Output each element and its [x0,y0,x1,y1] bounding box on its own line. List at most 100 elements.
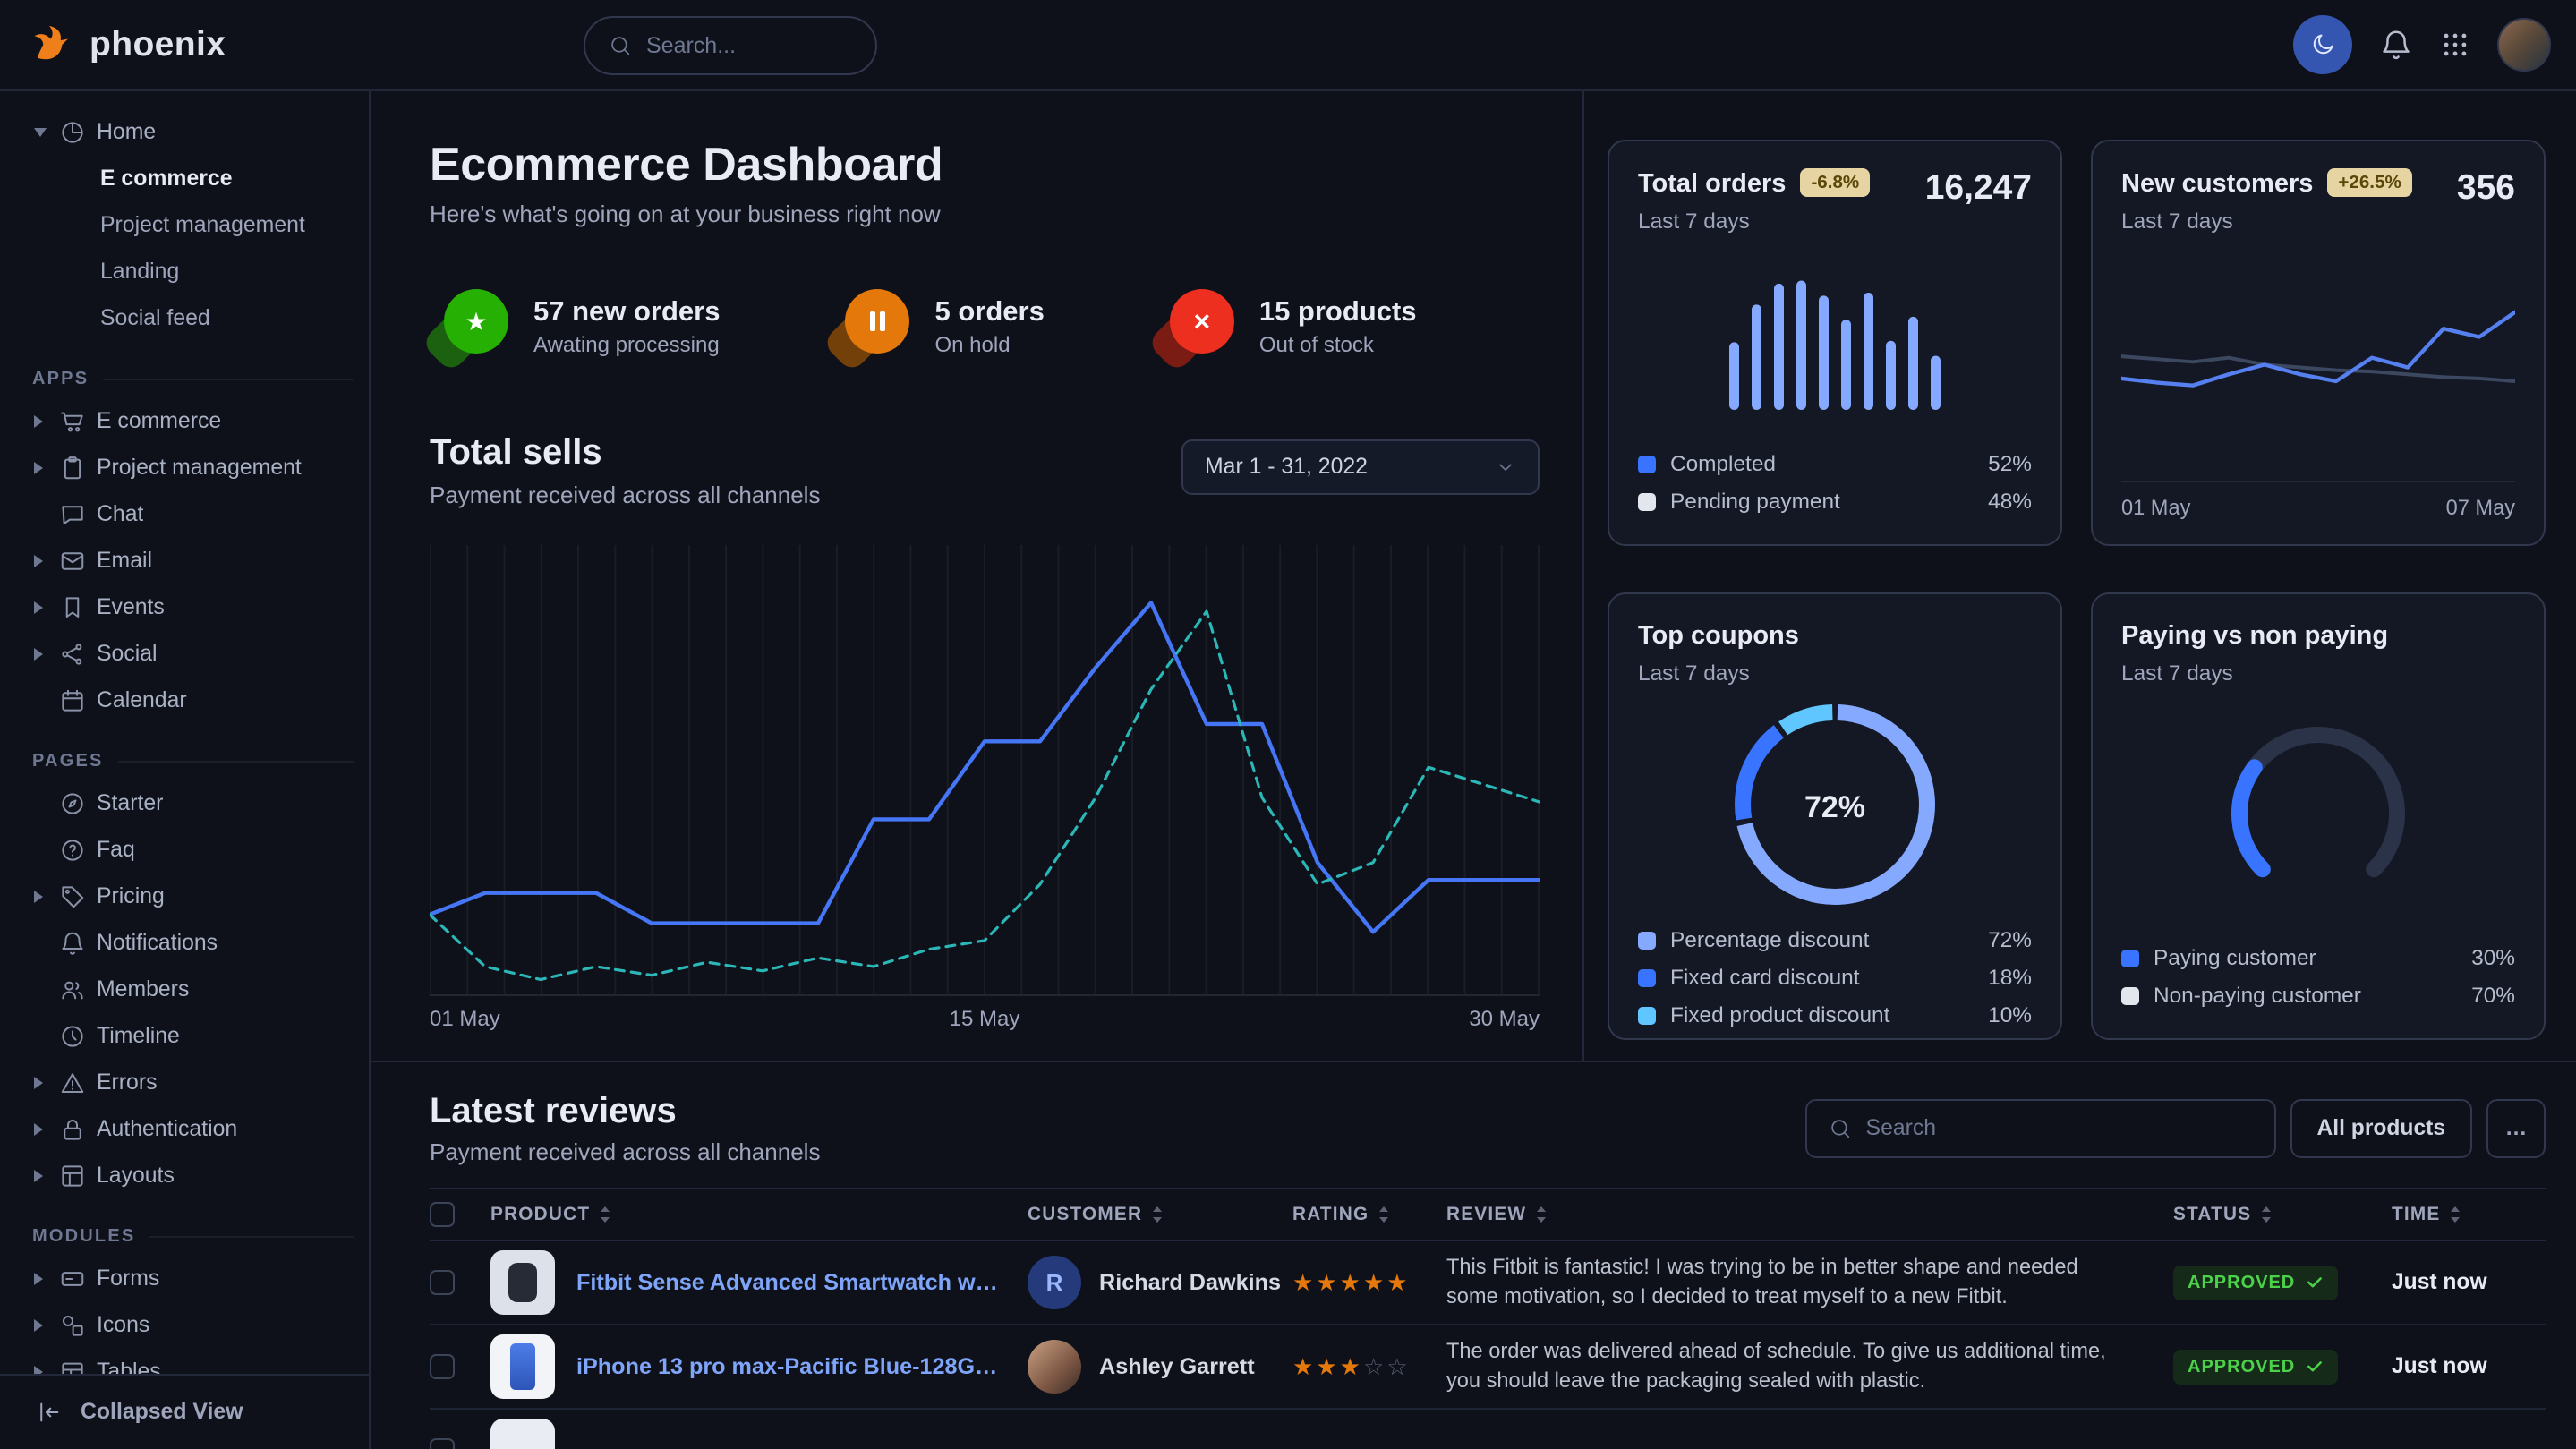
sidebar-item-icons[interactable]: Icons [25,1302,354,1349]
column-header-status[interactable]: STATUS [2173,1204,2392,1225]
collapse-icon [36,1399,63,1426]
caret-right-icon [32,889,48,905]
apps-grid-button[interactable] [2440,30,2470,60]
sidebar-item-home[interactable]: Home [25,109,354,156]
sidebar-item-notifications[interactable]: Notifications [25,920,354,967]
legend-value: 72% [1988,928,2032,953]
brand-logo[interactable]: phoenix [29,21,226,68]
sidebar-item-timeline[interactable]: Timeline [25,1013,354,1060]
sidebar-item-calendar[interactable]: Calendar [25,678,354,724]
kpi-cards: Total orders-6.8% Last 7 days 16,247 Com… [1584,91,2576,1061]
sidebar-item-label: Home [97,120,156,145]
bell-icon [2379,28,2413,62]
column-header-product[interactable]: PRODUCT [490,1204,1028,1225]
sidebar-subitem-landing[interactable]: Landing [25,249,354,295]
sidebar-item-label: Forms [97,1266,159,1291]
pie-chart-icon [59,119,86,146]
sidebar-item-e-commerce[interactable]: E commerce [25,398,354,445]
date-range-select[interactable]: Mar 1 - 31, 2022 [1181,439,1540,495]
sidebar-item-project-management[interactable]: Project management [25,445,354,491]
legend-item-pending-payment: Pending payment 48% [1638,483,2032,521]
column-header-customer[interactable]: CUSTOMER [1028,1204,1292,1225]
stat-awating-processing: ★ 57 new orders Awating processing [430,289,720,364]
notifications-button[interactable] [2379,28,2413,62]
x-tick-end: 07 May [2446,497,2515,521]
sidebar-item-label: Authentication [97,1117,237,1142]
calendar-icon [59,687,86,714]
new-customers-x-axis: 01 May 07 May [2121,481,2515,521]
reviews-search[interactable] [1805,1099,2276,1158]
user-avatar[interactable] [2497,18,2551,72]
pause-icon [870,311,885,331]
sidebar-item-authentication[interactable]: Authentication [25,1106,354,1153]
row-checkbox[interactable] [430,1438,455,1449]
sidebar-item-social[interactable]: Social [25,631,354,678]
customer-name: Ashley Garrett [1099,1354,1255,1380]
column-header-review[interactable]: REVIEW [1446,1204,2173,1225]
sidebar-item-label: Tables [97,1360,161,1374]
global-search[interactable] [584,16,877,75]
dark-mode-toggle[interactable] [2293,15,2352,74]
legend-label: Pending payment [1670,490,1840,515]
select-all-checkbox[interactable] [430,1202,455,1227]
sidebar-item-label: Notifications [97,931,218,956]
sidebar-subitem-social-feed[interactable]: Social feed [25,295,354,342]
sidebar-item-faq[interactable]: Faq [25,827,354,874]
sidebar-item-label: Chat [97,502,143,527]
legend-swatch [1638,456,1656,473]
legend-item-non-paying-customer: Non-paying customer 70% [2121,977,2515,1015]
sidebar-subitem-project-management[interactable]: Project management [25,202,354,249]
latest-reviews-title: Latest reviews [430,1091,820,1131]
sidebar-item-errors[interactable]: Errors [25,1060,354,1106]
legend-label: Fixed product discount [1670,1003,1889,1028]
stat-value: 57 new orders [533,295,720,327]
total-orders-card: Total orders-6.8% Last 7 days 16,247 Com… [1608,140,2062,546]
latest-reviews-section: Latest reviews Payment received across a… [371,1062,2576,1449]
collapsed-view-toggle[interactable]: Collapsed View [0,1374,369,1449]
reviews-search-input[interactable] [1866,1116,2253,1141]
sidebar-item-members[interactable]: Members [25,967,354,1013]
sidebar-subitem-e-commerce[interactable]: E commerce [25,156,354,202]
legend-value: 48% [1988,490,2032,515]
stat-value: 5 orders [934,295,1044,327]
phoenix-logo-icon [29,21,75,68]
all-products-button[interactable]: All products [2290,1099,2472,1158]
sidebar-item-label: Timeline [97,1024,180,1049]
page-shell: HomeE commerceProject managementLandingS… [0,91,2576,1449]
global-search-input[interactable] [646,33,852,59]
paying-gauge-chart [2121,704,2515,903]
customer-avatar: R [1028,1256,1081,1309]
sidebar-item-email[interactable]: Email [25,538,354,584]
sidebar-item-chat[interactable]: Chat [25,491,354,538]
legend-value: 52% [1988,452,2032,477]
warning-icon [59,1070,86,1096]
chat-icon [59,501,86,528]
total-sells-section: Total sells Payment received across all … [430,432,1540,1061]
row-checkbox[interactable] [430,1354,455,1379]
column-header-rating[interactable]: RATING [1292,1204,1446,1225]
x-tick-mid: 15 May [950,1007,1020,1032]
reviews-table-header: PRODUCT CUSTOMER RATING REVIEW STATUS TI… [430,1188,2546,1241]
stat-icon: × [1156,289,1234,364]
caret-right-icon [32,1364,48,1374]
sidebar-item-starter[interactable]: Starter [25,780,354,827]
column-header-time[interactable]: TIME [2392,1204,2546,1225]
legend-value: 18% [1988,966,2032,991]
more-options-button[interactable]: … [2486,1099,2546,1158]
legend-label: Completed [1670,452,1776,477]
sidebar-item-tables[interactable]: Tables [25,1349,354,1374]
stat-label: Awating processing [533,333,720,358]
sidebar-item-pricing[interactable]: Pricing [25,874,354,920]
sidebar-item-layouts[interactable]: Layouts [25,1153,354,1199]
sidebar-item-forms[interactable]: Forms [25,1256,354,1302]
sidebar-item-events[interactable]: Events [25,584,354,631]
row-checkbox[interactable] [430,1270,455,1295]
legend-item-fixed-card-discount: Fixed card discount 18% [1638,959,2032,997]
product-thumbnail [490,1250,555,1315]
product-link[interactable]: Fitbit Sense Advanced Smartwatch with To… [576,1270,1002,1296]
product-link[interactable]: iPhone 13 pro max-Pacific Blue-128GB sto… [576,1354,1002,1380]
paying-legend: Paying customer 30% Non-paying customer … [2121,940,2515,1015]
legend-swatch [1638,1007,1656,1025]
legend-value: 30% [2471,946,2515,971]
bell-icon [59,930,86,957]
